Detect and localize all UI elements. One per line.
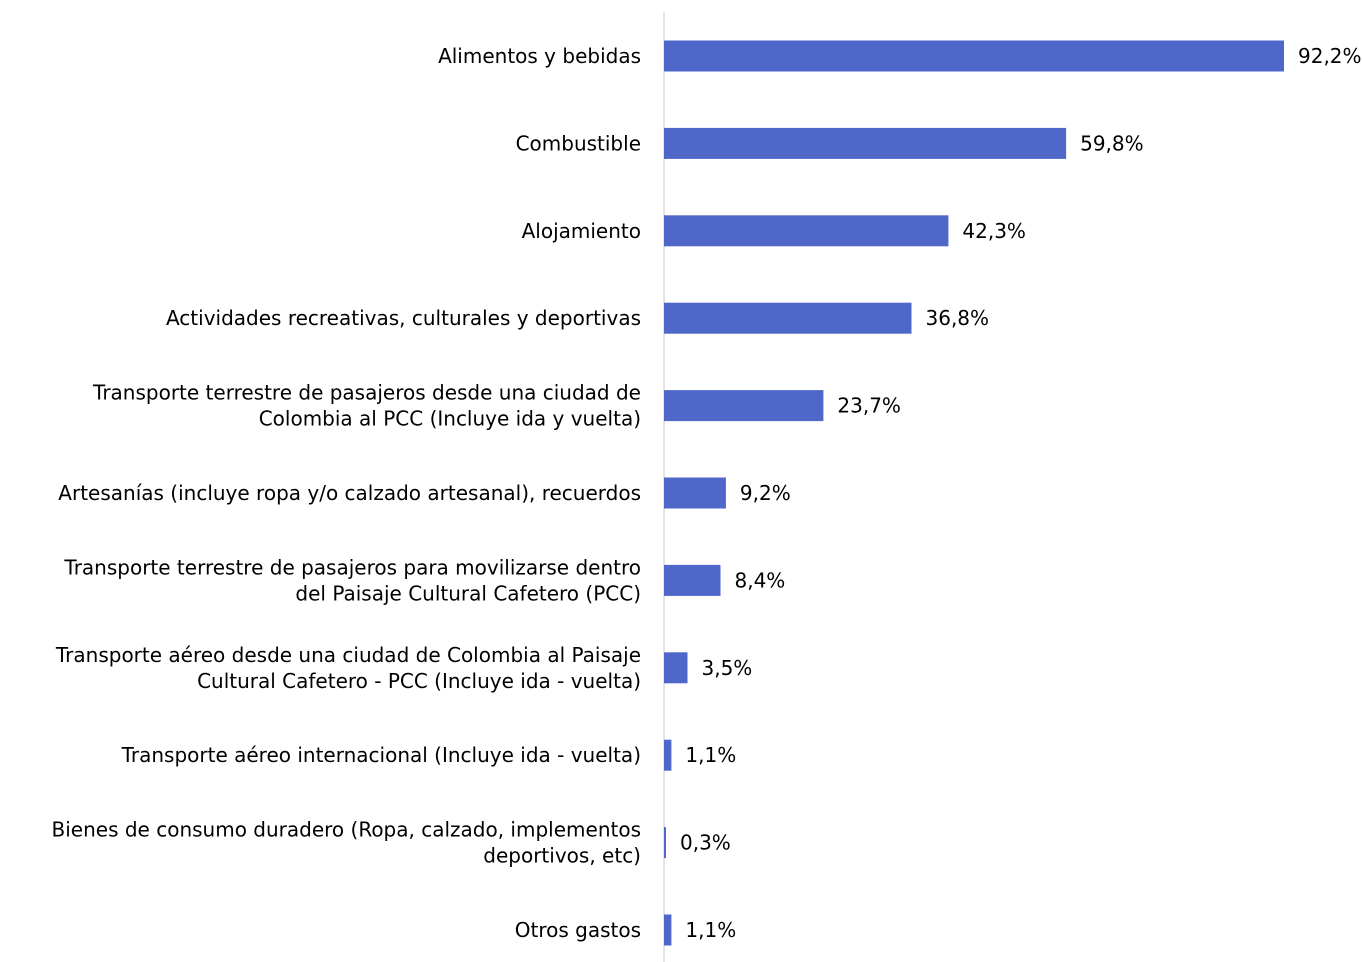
category-label-8-line-2: Cultural Cafetero - PCC (Incluye ida - v… [197, 669, 641, 693]
category-label-3: Alojamiento [522, 219, 641, 243]
category-label-6: Artesanías (incluye ropa y/o calzado art… [58, 481, 641, 505]
value-label-7: 8,4% [735, 568, 786, 592]
category-label-7-line-1: Transporte terrestre de pasajeros para m… [63, 555, 641, 579]
category-labels: Alimentos y bebidas Combustible Alojamient… [52, 44, 641, 942]
bar-4 [664, 302, 912, 334]
bars [664, 40, 1284, 946]
value-label-5: 23,7% [837, 394, 901, 418]
category-label-1: Alimentos y bebidas [438, 44, 641, 68]
bar-8 [664, 652, 688, 684]
value-label-4: 36,8% [926, 306, 990, 330]
category-label-4: Actividades recreativas, culturales y de… [166, 306, 641, 330]
bar-6 [664, 477, 726, 509]
category-label-7-line-2: del Paisaje Cultural Cafetero (PCC) [295, 581, 641, 605]
value-label-10: 0,3% [680, 831, 731, 855]
bar-9 [664, 739, 672, 771]
category-label-10-line-1: Bienes de consumo duradero (Ropa, calzad… [52, 818, 641, 842]
value-label-2: 59,8% [1080, 131, 1144, 155]
value-label-3: 42,3% [962, 219, 1026, 243]
category-label-11: Otros gastos [515, 918, 641, 942]
category-label-2: Combustible [516, 131, 641, 155]
value-labels: 92,2% 59,8% 42,3% 36,8% 23,7% 9,2% 8,4% 3,5% 1,1… [680, 44, 1362, 942]
category-label-5-line-1: Transporte terrestre de pasajeros desde … [92, 381, 641, 405]
value-label-11: 1,1% [685, 918, 736, 942]
value-label-9: 1,1% [685, 743, 736, 767]
bar-5 [664, 390, 824, 422]
value-label-6: 9,2% [740, 481, 791, 505]
bar-1 [664, 40, 1284, 72]
bar-10 [664, 827, 666, 859]
category-label-8-line-1: Transporte aéreo desde una ciudad de Col… [55, 643, 641, 667]
value-label-8: 3,5% [702, 656, 753, 680]
bar-11 [664, 914, 672, 946]
category-label-9: Transporte aéreo internacional (Incluye … [121, 743, 641, 767]
value-label-1: 92,2% [1298, 44, 1362, 68]
bar-2 [664, 127, 1067, 159]
bar-3 [664, 215, 949, 247]
category-label-10-line-2: deportivos, etc) [483, 844, 641, 868]
category-label-5-line-2: Colombia al PCC (Incluye ida y vuelta) [259, 407, 641, 431]
bar-7 [664, 564, 721, 596]
